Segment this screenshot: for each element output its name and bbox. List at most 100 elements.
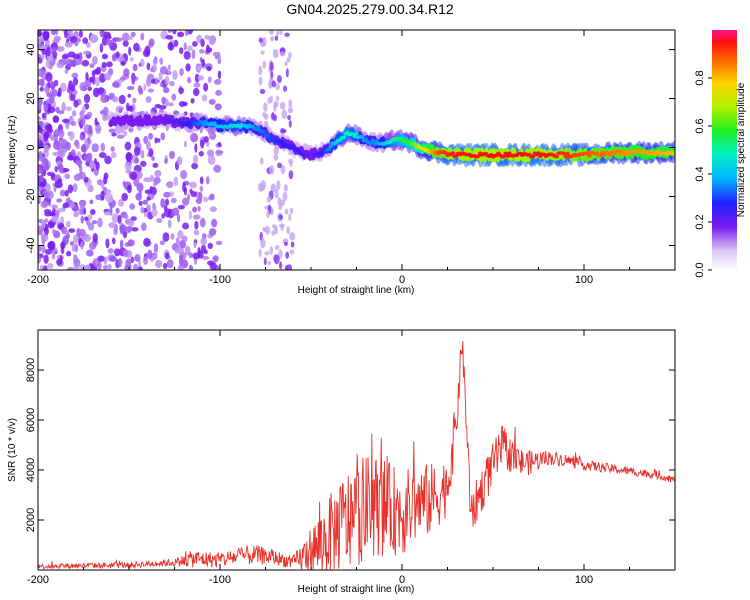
noise-blob	[45, 72, 53, 83]
noise-blob	[289, 232, 296, 241]
ridge-core	[370, 138, 376, 143]
noise-blob	[278, 223, 285, 228]
spectrogram-ridge	[107, 110, 675, 168]
noise-blob	[145, 77, 152, 87]
noise-blob	[200, 139, 205, 149]
noise-blob	[84, 216, 89, 221]
ridge-core	[341, 135, 346, 140]
noise-blob	[146, 62, 151, 71]
noise-blob	[65, 220, 71, 228]
noise-blob	[64, 189, 69, 197]
noise-blob	[269, 164, 275, 175]
noise-blob	[263, 102, 268, 112]
noise-blob	[268, 30, 274, 35]
noise-blob	[272, 224, 277, 229]
ridge-core	[412, 142, 417, 146]
noise-blob	[51, 216, 59, 223]
noise-blob	[258, 65, 263, 76]
noise-blob	[154, 77, 159, 85]
ridge-core	[450, 151, 456, 155]
ridge-core	[290, 144, 295, 148]
noise-blob	[80, 144, 86, 153]
noise-blob	[288, 52, 292, 59]
noise-blob	[140, 160, 147, 167]
noise-blob	[47, 171, 53, 177]
ridge-core	[565, 151, 570, 156]
ridge-core	[476, 154, 481, 158]
noise-blob	[89, 33, 98, 44]
noise-blob	[200, 38, 205, 48]
y-tick-label: -40	[25, 238, 37, 254]
x-tick-label: -100	[209, 274, 231, 286]
noise-blob	[142, 199, 149, 205]
noise-blob	[67, 184, 74, 194]
noise-blob	[75, 60, 79, 66]
noise-blob	[190, 132, 199, 143]
noise-blob	[149, 174, 155, 182]
noise-blob	[47, 263, 54, 270]
snr-frame	[37, 329, 676, 571]
noise-blob	[170, 197, 177, 204]
noise-blob	[174, 247, 179, 254]
noise-blob	[278, 204, 283, 210]
noise-blob	[86, 249, 94, 257]
noise-blob	[53, 79, 59, 87]
ridge-core	[354, 131, 359, 136]
noise-blob	[281, 128, 287, 134]
noise-blob	[163, 191, 171, 198]
noise-blob	[73, 99, 79, 108]
noise-blob	[181, 222, 190, 230]
snr-series-line	[38, 340, 675, 570]
noise-blob	[167, 67, 171, 75]
noise-blob	[192, 214, 201, 220]
noise-blob	[55, 106, 60, 114]
noise-blob	[38, 78, 45, 86]
noise-blob	[165, 252, 170, 260]
noise-blob	[143, 212, 148, 218]
noise-blob	[64, 68, 69, 74]
noise-blob	[43, 254, 49, 264]
noise-blob	[138, 87, 144, 95]
noise-blob	[214, 103, 222, 111]
y-tick-label: 40	[25, 43, 37, 55]
noise-blob	[217, 56, 222, 61]
noise-blob	[79, 201, 86, 210]
noise-blob	[79, 110, 85, 118]
noise-blob	[176, 213, 181, 223]
noise-blob	[283, 183, 288, 192]
noise-blob	[103, 175, 108, 185]
noise-blob	[44, 183, 51, 194]
noise-blob	[266, 209, 270, 219]
ridge-core	[587, 154, 592, 158]
noise-blob	[122, 39, 129, 47]
noise-blob	[102, 106, 109, 116]
noise-blob	[85, 41, 91, 49]
noise-blob	[58, 138, 67, 146]
noise-blob	[173, 176, 179, 187]
noise-blob	[264, 251, 270, 256]
noise-blob	[258, 76, 263, 86]
noise-blob	[138, 200, 143, 206]
noise-blob	[94, 76, 101, 87]
noise-blob	[102, 31, 111, 38]
noise-blob	[178, 256, 184, 266]
noise-blob	[274, 245, 280, 251]
noise-blob	[127, 239, 135, 247]
noise-blob	[60, 241, 65, 249]
noise-blob	[88, 125, 93, 135]
noise-blob	[73, 234, 79, 244]
noise-blob	[136, 182, 144, 192]
noise-blob	[49, 135, 55, 141]
noise-blob	[271, 80, 277, 88]
noise-blob	[91, 220, 98, 225]
ridge-core	[279, 140, 285, 145]
noise-blob	[43, 144, 50, 153]
noise-blob	[108, 128, 116, 133]
noise-blob	[118, 107, 123, 114]
noise-blob	[271, 230, 275, 236]
noise-blob	[285, 68, 289, 78]
noise-blob	[43, 226, 49, 236]
noise-blob	[179, 68, 184, 76]
noise-blob	[284, 61, 288, 67]
noise-blob	[85, 72, 89, 81]
